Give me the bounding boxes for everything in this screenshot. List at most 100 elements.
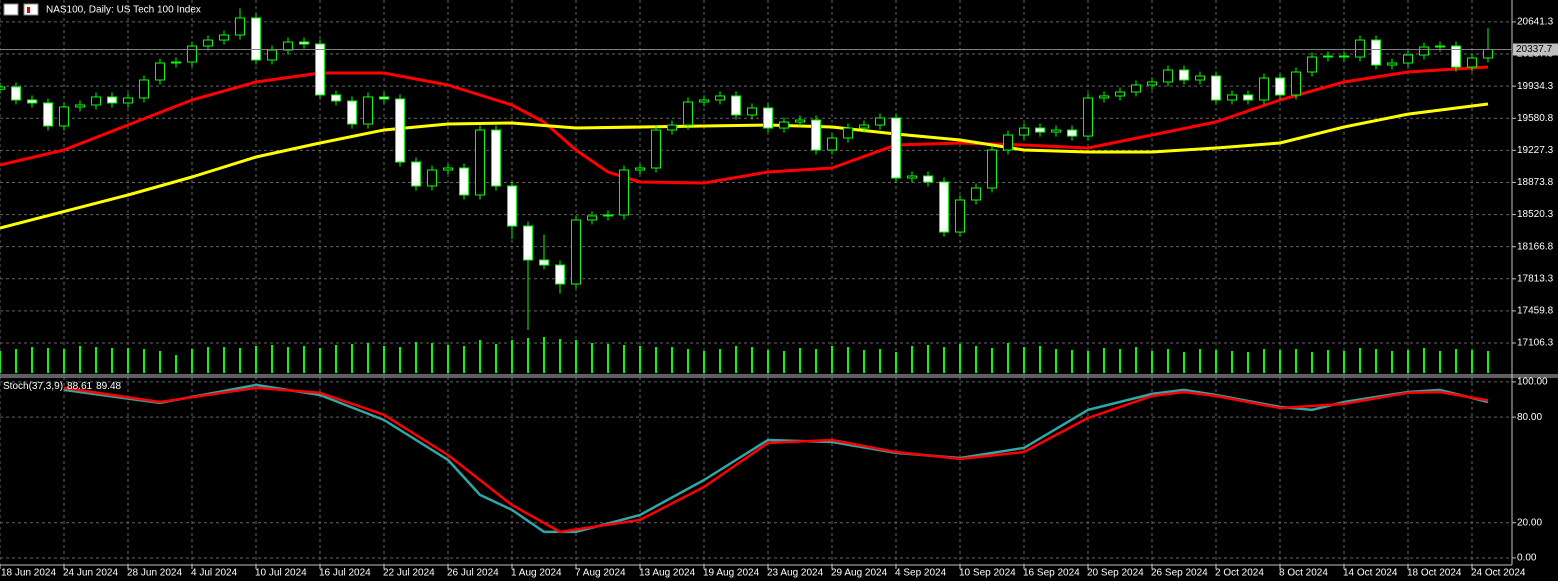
y-tick-label: 19580.8	[1517, 113, 1554, 124]
x-tick-label: 22 Jul 2024	[383, 568, 435, 579]
y-tick-label: 17459.8	[1517, 306, 1554, 317]
candle-body	[155, 62, 165, 81]
x-tick-label: 4 Sep 2024	[895, 568, 947, 579]
candle-body	[1435, 45, 1445, 48]
candle-body	[731, 95, 741, 116]
candle-body	[651, 129, 661, 169]
candle-body	[203, 39, 213, 47]
last-price-label: 20337.7	[1516, 44, 1553, 55]
candle-body	[1451, 45, 1461, 68]
candle-body	[1035, 127, 1045, 133]
line-series	[63, 386, 1489, 534]
candle-body	[1195, 75, 1205, 81]
icon	[27, 7, 30, 13]
candle-body	[1003, 134, 1013, 151]
candle-body	[907, 175, 917, 179]
candle-body	[91, 96, 101, 106]
x-tick-label: 26 Jul 2024	[447, 568, 499, 579]
volume-layer	[0, 337, 1489, 373]
candle-body	[59, 106, 69, 127]
candle-body	[1339, 55, 1349, 58]
y-tick-label: 18873.8	[1517, 177, 1554, 188]
candle-body	[1419, 46, 1429, 56]
x-tick-label: 13 Aug 2024	[639, 568, 696, 579]
candle-body	[939, 181, 949, 233]
candle-body	[1467, 57, 1477, 68]
candle-body	[1307, 56, 1317, 73]
candle-body	[1355, 39, 1365, 58]
indicator-value: 88.61	[67, 381, 92, 392]
candle-layer	[0, 8, 1493, 330]
y-tick-label: 20.00	[1517, 517, 1542, 528]
y-tick-label: 100.00	[1517, 377, 1548, 388]
candle-body	[859, 124, 869, 129]
candle-body	[1323, 55, 1333, 58]
candle-body	[987, 149, 997, 189]
candle-body	[363, 96, 373, 125]
candle-body	[475, 129, 485, 196]
candle-body	[171, 61, 181, 64]
last-price-box	[1513, 43, 1558, 56]
candle-body	[0, 86, 5, 90]
candle-body	[571, 219, 581, 285]
candle-body	[1163, 69, 1173, 83]
candle-body	[747, 107, 757, 116]
candle-body	[459, 167, 469, 196]
candle-body	[555, 264, 565, 285]
y-tick-label: 19227.3	[1517, 145, 1554, 156]
candle-body	[1147, 81, 1157, 86]
line-series	[63, 383, 1489, 534]
candle-body	[219, 34, 229, 41]
candle-body	[923, 175, 933, 183]
chart-title: NAS100, Daily: US Tech 100 Index	[46, 5, 201, 16]
candle-body	[1275, 77, 1285, 96]
candle-body	[875, 117, 885, 126]
candle-body	[667, 124, 677, 131]
candle-body	[1211, 75, 1221, 101]
candle-body	[683, 101, 693, 126]
y-tick-label: 0.00	[1517, 553, 1537, 564]
x-tick-label: 24 Jun 2024	[63, 568, 118, 579]
y-tick-label: 80.00	[1517, 412, 1542, 423]
x-tick-label: 26 Sep 2024	[1151, 568, 1208, 579]
candle-body	[331, 94, 341, 102]
candle-body	[299, 41, 309, 45]
candle-body	[1291, 71, 1301, 96]
y-tick-label: 18520.3	[1517, 209, 1554, 220]
candle-body	[843, 127, 853, 139]
y-tick-label: 18166.8	[1517, 241, 1554, 252]
candle-body	[1179, 69, 1189, 81]
candle-body	[1483, 49, 1493, 59]
candle-body	[1083, 97, 1093, 137]
candle-body	[267, 49, 277, 61]
candle-body	[1371, 39, 1381, 66]
x-tick-label: 2 Oct 2024	[1215, 568, 1264, 579]
x-tick-label: 10 Sep 2024	[959, 568, 1016, 579]
candle-body	[587, 215, 597, 221]
candle-body	[1243, 94, 1253, 101]
candle-body	[811, 119, 821, 151]
candle-body	[1131, 84, 1141, 93]
candle-body	[11, 86, 21, 101]
x-tick-label: 14 Oct 2024	[1343, 568, 1398, 579]
candle-body	[603, 214, 613, 217]
line-series	[0, 65, 1489, 185]
x-tick-label: 28 Jun 2024	[127, 568, 182, 579]
candle-body	[635, 167, 645, 171]
x-tick-label: 8 Oct 2024	[1279, 568, 1328, 579]
icon	[3, 3, 19, 16]
candle-body	[491, 129, 501, 187]
y-tick-label: 20641.3	[1517, 17, 1554, 28]
y-tick-label: 17813.3	[1517, 273, 1554, 284]
candle-body	[347, 100, 357, 125]
x-tick-label: 29 Aug 2024	[831, 568, 888, 579]
candle-body	[891, 117, 901, 179]
x-tick-label: 18 Jun 2024	[1, 568, 56, 579]
candle-body	[411, 161, 421, 187]
x-tick-label: 24 Oct 2024	[1471, 568, 1526, 579]
candle-body	[827, 137, 837, 151]
icon	[23, 3, 39, 16]
